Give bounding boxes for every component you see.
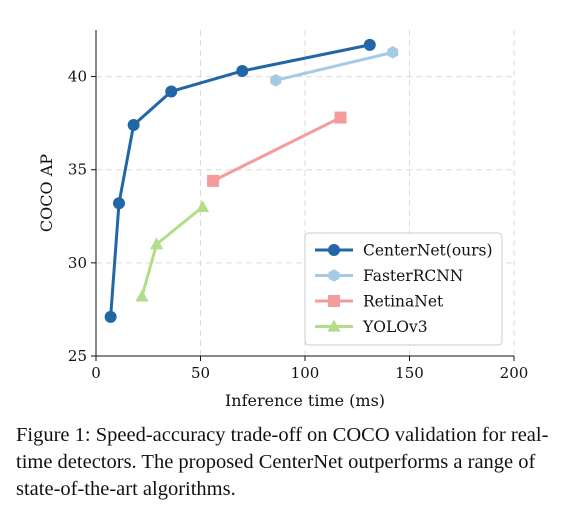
legend-label: RetinaNet (363, 293, 444, 311)
data-point (165, 85, 178, 98)
x-tick-label: 50 (191, 364, 210, 382)
y-tick-label: 40 (68, 68, 87, 86)
series-1 (270, 46, 399, 87)
data-point (150, 237, 164, 250)
legend-label: FasterRCNN (363, 267, 463, 285)
series-line (212, 116, 342, 183)
legend-marker (328, 269, 340, 282)
series-line (275, 50, 394, 82)
series-3 (135, 200, 210, 302)
data-point (104, 310, 117, 323)
axes: 0 50 100 150 200 25 30 35 40 (68, 30, 528, 382)
y-tick-label: 30 (68, 254, 87, 272)
data-point (334, 111, 347, 124)
legend-marker (328, 244, 340, 256)
legend-label: CenterNet(ours) (363, 242, 493, 260)
data-point (127, 119, 140, 132)
data-point (135, 289, 149, 302)
x-tick-label: 0 (91, 364, 101, 382)
legend-entry: RetinaNet (315, 293, 444, 311)
legend-entry: CenterNet(ours) (315, 242, 493, 260)
series-0 (104, 38, 376, 323)
x-tick-label: 150 (395, 364, 424, 382)
legend-marker (327, 319, 341, 332)
legend: CenterNet(ours) FasterRCNN RetinaNet YOLOv3 (304, 232, 503, 346)
series-line (109, 43, 371, 317)
figure-caption: Figure 1: Speed-accuracy trade-off on CO… (16, 424, 549, 500)
legend-marker (328, 295, 340, 307)
data-point (387, 46, 399, 59)
series-2 (207, 111, 347, 187)
x-tick-label: 200 (500, 364, 529, 382)
legend-entry: YOLOv3 (315, 318, 428, 336)
y-axis-label: COCO AP (37, 154, 56, 232)
legend-label: YOLOv3 (362, 318, 428, 336)
data-point (236, 64, 249, 77)
speed-accuracy-chart: 0 50 100 150 200 25 30 35 40 CenterNet(ours) Fast… (37, 30, 528, 410)
data-point (195, 200, 210, 213)
y-tick-label: 35 (68, 161, 87, 179)
x-axis-label: Inference time (ms) (225, 391, 385, 410)
x-tick-label: 100 (291, 364, 320, 382)
data-point (207, 174, 220, 187)
data-point (112, 197, 125, 210)
legend-box (304, 232, 503, 346)
legend-entry: FasterRCNN (315, 267, 463, 285)
data-point (270, 74, 282, 87)
y-tick-label: 25 (68, 347, 87, 365)
series-line (140, 205, 204, 297)
data-point (363, 38, 376, 51)
series-layer (104, 38, 399, 323)
